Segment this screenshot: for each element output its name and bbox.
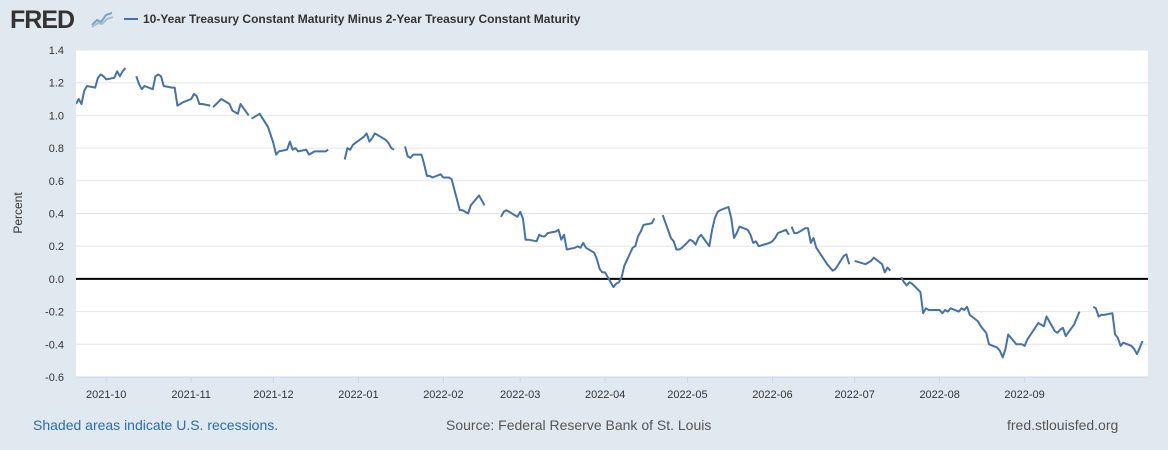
- series-line-segment: [1092, 305, 1144, 356]
- series-line-segment: [404, 146, 486, 215]
- legend-label: 10-Year Treasury Constant Maturity Minus…: [143, 12, 581, 26]
- site-link[interactable]: fred.stlouisfed.org: [1007, 417, 1119, 433]
- y-tick-label: 1.4: [49, 45, 64, 57]
- y-tick-label: 0.0: [49, 274, 64, 286]
- series-line-segment: [900, 276, 1081, 359]
- y-axis-label: Percent: [11, 192, 25, 234]
- x-tick-label: 2022-05: [667, 389, 707, 401]
- y-tick-label: 1.0: [49, 110, 64, 122]
- y-axis-ticks: 1.4 1.2 1.0 0.8 0.6 0.4 0.2 0.0 -0.2 -0.4 -0.6: [45, 45, 64, 384]
- x-tick-label: 2022-01: [338, 389, 378, 401]
- series-line-segment: [343, 132, 395, 160]
- series-line-segment: [250, 112, 329, 156]
- line-chart[interactable]: 1.4 1.2 1.0 0.8 0.6 0.4 0.2 0.0 -0.2 -0.4 -0.6 202…: [0, 40, 1168, 405]
- fred-logo[interactable]: FRED: [10, 6, 75, 34]
- legend-swatch: [124, 17, 138, 20]
- y-tick-label: -0.4: [45, 339, 64, 351]
- chart-header: FRED 10-Year Treasury Constant Maturity …: [0, 0, 1168, 40]
- series-line-segment: [661, 206, 790, 251]
- y-tick-label: 0.2: [49, 241, 64, 253]
- x-tick-label: 2022-06: [752, 389, 792, 401]
- y-tick-label: -0.2: [45, 307, 64, 319]
- series-line-segment: [790, 226, 851, 272]
- y-tick-label: 0.4: [49, 209, 64, 221]
- x-tick-label: 2022-02: [423, 389, 463, 401]
- series-line-segment: [212, 98, 250, 116]
- recession-note: Shaded areas indicate U.S. recessions.: [33, 417, 279, 433]
- chart-footer: Shaded areas indicate U.S. recessions. S…: [0, 405, 1168, 450]
- x-tick-label: 2021-10: [86, 389, 126, 401]
- x-tick-label: 2022-04: [585, 389, 625, 401]
- chart-trend-icon: [90, 9, 115, 29]
- series-legend[interactable]: 10-Year Treasury Constant Maturity Minus…: [124, 12, 580, 26]
- x-tick-label: 2022-08: [919, 389, 959, 401]
- series-line-segment: [76, 67, 127, 105]
- x-tick-label: 2022-03: [500, 389, 540, 401]
- chart-area[interactable]: 1.4 1.2 1.0 0.8 0.6 0.4 0.2 0.0 -0.2 -0.4 -0.6 202…: [0, 40, 1168, 405]
- y-tick-label: -0.6: [45, 372, 64, 384]
- y-tick-label: 0.6: [49, 176, 64, 188]
- y-tick-label: 0.8: [49, 143, 64, 155]
- x-tick-label: 2022-07: [834, 389, 874, 401]
- series-line-segment: [854, 256, 892, 274]
- y-tick-label: 1.2: [49, 78, 64, 90]
- series-line-segment: [500, 209, 656, 289]
- series-line-segment: [135, 73, 211, 107]
- x-tick-label: 2021-11: [171, 389, 211, 401]
- source-note: Source: Federal Reserve Bank of St. Loui…: [446, 417, 712, 433]
- x-axis-ticks: 2021-10 2021-11 2021-12 2022-01 2022-02 2022-…: [76, 376, 1148, 401]
- series-lines[interactable]: [76, 67, 1144, 359]
- x-tick-label: 2022-09: [1004, 389, 1044, 401]
- x-tick-label: 2021-12: [253, 389, 293, 401]
